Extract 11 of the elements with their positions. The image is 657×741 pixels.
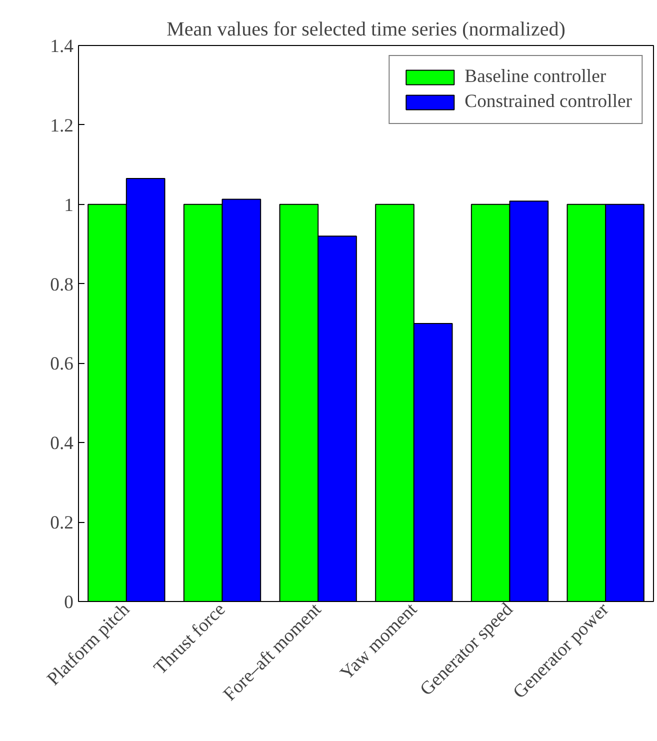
chart-title: Mean values for selected time series (normalized) — [166, 18, 566, 40]
y-tick-label: 0.4 — [50, 433, 74, 454]
legend-label: Baseline controller — [464, 66, 606, 88]
y-tick-label: 1.4 — [50, 36, 74, 57]
y-tick-label: 0.2 — [50, 512, 74, 534]
y-tick-label: 1 — [64, 194, 74, 216]
y-tick-label: 0 — [64, 592, 74, 613]
y-tick-label: 1.2 — [50, 115, 74, 136]
y-tick-label: 0.6 — [50, 354, 74, 375]
legend-label: Constrained controller — [464, 91, 632, 113]
y-tick-label: 0.8 — [50, 274, 74, 296]
